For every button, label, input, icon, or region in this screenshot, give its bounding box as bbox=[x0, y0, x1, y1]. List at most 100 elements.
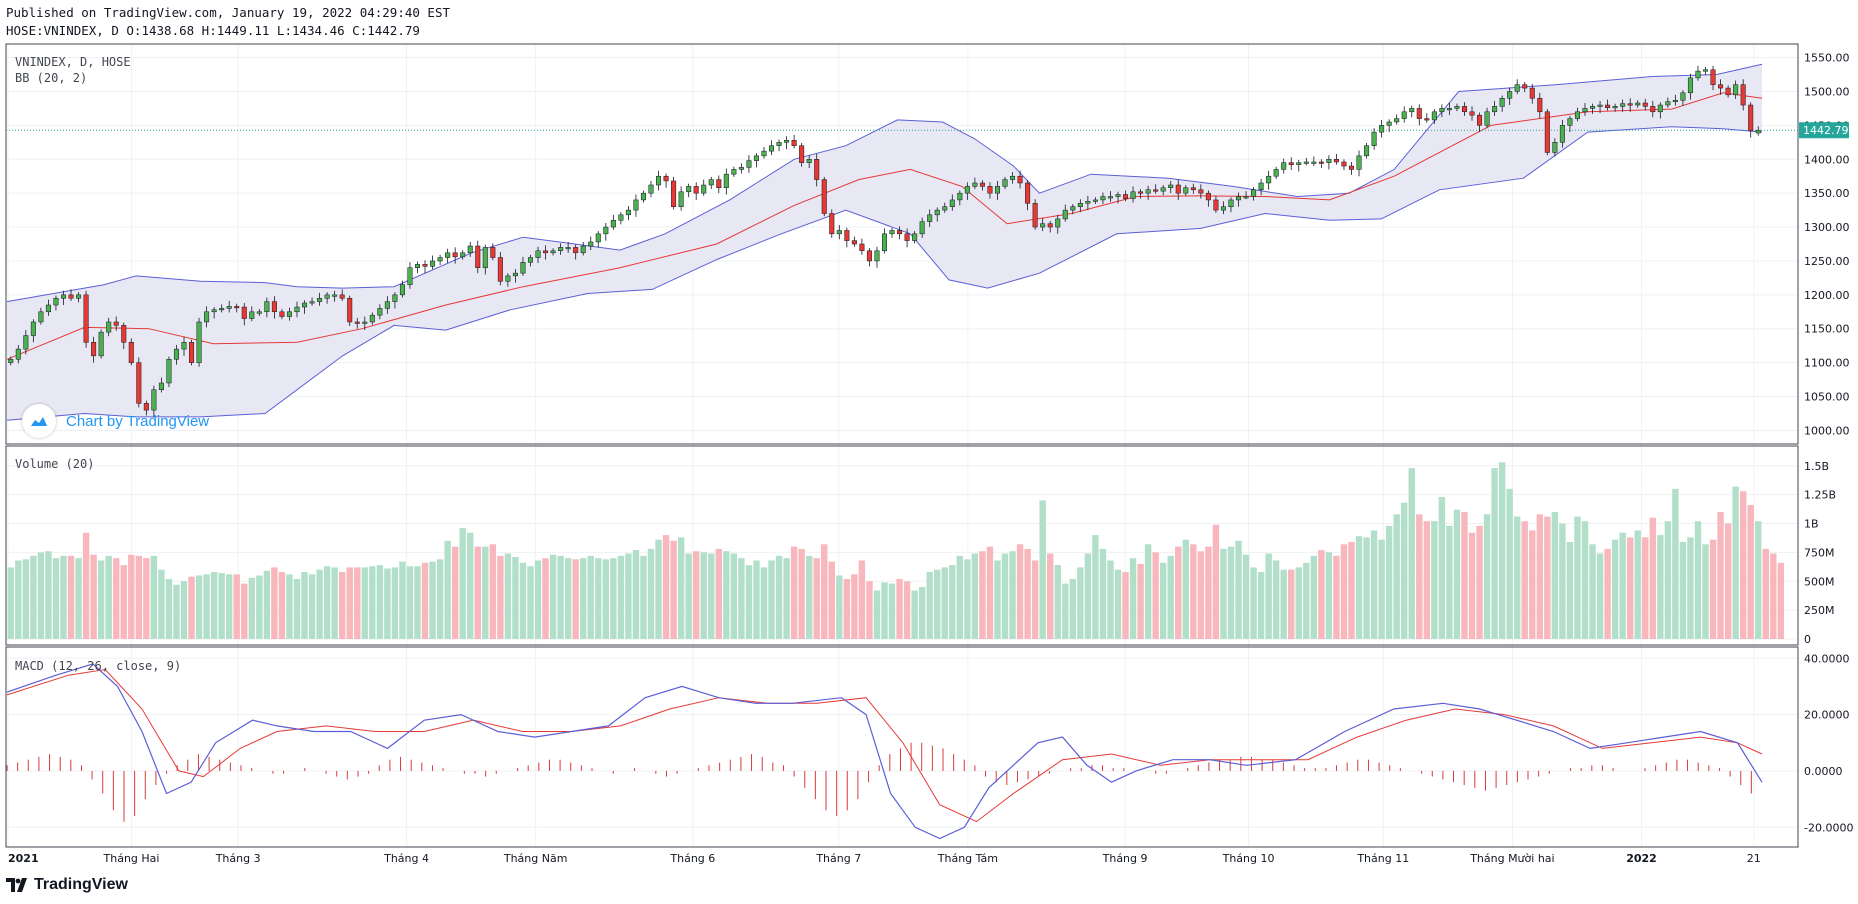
candle-body bbox=[1582, 108, 1588, 113]
volume-bar bbox=[1363, 537, 1370, 639]
volume-bar bbox=[1129, 558, 1137, 639]
time-tick-label: 21 bbox=[1747, 852, 1761, 865]
candle-body bbox=[1040, 223, 1046, 228]
candle-body bbox=[550, 250, 556, 254]
candle-body bbox=[881, 233, 888, 252]
candle-body bbox=[769, 145, 775, 152]
candle-body bbox=[543, 250, 549, 254]
candle-body bbox=[1695, 70, 1701, 79]
volume-bar bbox=[715, 548, 722, 639]
volume-bar bbox=[881, 582, 888, 639]
candle-body bbox=[1454, 106, 1460, 109]
volume-bar bbox=[248, 577, 255, 639]
volume-bar bbox=[225, 574, 233, 639]
volume-bar bbox=[1521, 521, 1528, 639]
volume-bar bbox=[1393, 514, 1400, 639]
volume-bar bbox=[1446, 525, 1453, 639]
candle-body bbox=[1296, 162, 1302, 165]
volume-bar bbox=[542, 558, 549, 639]
candle-body bbox=[972, 182, 978, 187]
volume-bar bbox=[617, 555, 625, 639]
volume-tick-label: 0 bbox=[1804, 633, 1811, 646]
volume-bar bbox=[896, 578, 903, 639]
volume-bar bbox=[1589, 544, 1596, 639]
candle-body bbox=[979, 182, 985, 187]
volume-bar bbox=[1401, 502, 1408, 639]
volume-bar bbox=[1370, 530, 1378, 639]
candle-body bbox=[1243, 196, 1249, 199]
candle-body bbox=[249, 311, 255, 319]
volume-bar bbox=[1378, 539, 1385, 639]
volume-bar bbox=[1137, 563, 1144, 639]
volume-bar bbox=[1476, 525, 1483, 639]
watermark-text: Chart by TradingView bbox=[66, 412, 210, 430]
candle-body bbox=[460, 252, 466, 258]
volume-bar bbox=[1649, 517, 1656, 639]
time-tick-label: Tháng Năm bbox=[503, 852, 568, 865]
candle-body bbox=[618, 214, 624, 221]
volume-bar bbox=[519, 562, 527, 639]
candle-body bbox=[1205, 192, 1211, 201]
candle-body bbox=[136, 362, 142, 404]
volume-bar bbox=[1047, 553, 1054, 639]
volume-bar bbox=[1672, 488, 1679, 639]
price-tick-label: 1400.00 bbox=[1804, 153, 1850, 166]
candle-body bbox=[1183, 187, 1189, 194]
volume-bar bbox=[1325, 552, 1333, 639]
volume-bar bbox=[866, 581, 873, 639]
volume-bar bbox=[873, 590, 881, 639]
volume-bar bbox=[708, 553, 715, 639]
volume-bar bbox=[986, 546, 994, 639]
volume-bar bbox=[1755, 521, 1762, 639]
candle-body bbox=[897, 230, 903, 235]
tradingview-logo[interactable]: TradingView bbox=[6, 876, 128, 894]
volume-bar bbox=[1077, 567, 1084, 639]
volume-bar bbox=[888, 583, 896, 639]
volume-bar bbox=[1235, 540, 1242, 639]
candle-body bbox=[113, 321, 119, 326]
volume-bars bbox=[7, 462, 1785, 639]
volume-bar bbox=[1536, 514, 1544, 639]
candle-body bbox=[1175, 184, 1181, 194]
volume-bar bbox=[1024, 548, 1031, 639]
candle-body bbox=[271, 301, 277, 313]
volume-bar bbox=[979, 551, 986, 639]
volume-bar bbox=[1159, 562, 1167, 639]
volume-bar bbox=[376, 565, 384, 639]
candle-body bbox=[678, 191, 684, 207]
tradingview-watermark[interactable]: Chart by TradingView bbox=[22, 404, 209, 438]
time-tick-label: Tháng Tám bbox=[937, 852, 998, 865]
candle-body bbox=[1047, 223, 1053, 228]
volume-bar bbox=[52, 558, 60, 639]
candle-body bbox=[445, 252, 451, 258]
volume-bar bbox=[30, 555, 37, 639]
time-tick-label: Tháng 6 bbox=[669, 852, 715, 865]
volume-bar bbox=[1544, 516, 1551, 639]
price-tick-label: 1100.00 bbox=[1804, 357, 1850, 370]
candle-body bbox=[746, 160, 752, 168]
candle-body bbox=[912, 233, 918, 241]
candle-body bbox=[1522, 84, 1528, 89]
candle-body bbox=[1348, 165, 1355, 170]
volume-bar bbox=[128, 554, 135, 639]
volume-bar bbox=[768, 560, 775, 639]
candle-body bbox=[595, 233, 601, 243]
candle-body bbox=[1002, 179, 1008, 187]
volume-bar bbox=[165, 578, 173, 639]
volume-bar bbox=[662, 535, 670, 639]
candle-body bbox=[1627, 103, 1633, 106]
candle-body bbox=[942, 206, 948, 211]
volume-bar bbox=[1498, 462, 1506, 639]
price-tick-label: 1500.00 bbox=[1804, 85, 1850, 98]
volume-bar bbox=[1288, 569, 1295, 639]
volume-bar bbox=[745, 565, 753, 639]
volume-bar bbox=[730, 553, 738, 639]
volume-bar bbox=[1438, 496, 1446, 639]
volume-bar bbox=[1739, 491, 1747, 639]
candle-body bbox=[1537, 97, 1543, 113]
time-tick-label: Tháng 3 bbox=[215, 852, 261, 865]
candle-body bbox=[904, 233, 910, 241]
volume-bar bbox=[1348, 541, 1355, 639]
candle-body bbox=[610, 220, 616, 228]
